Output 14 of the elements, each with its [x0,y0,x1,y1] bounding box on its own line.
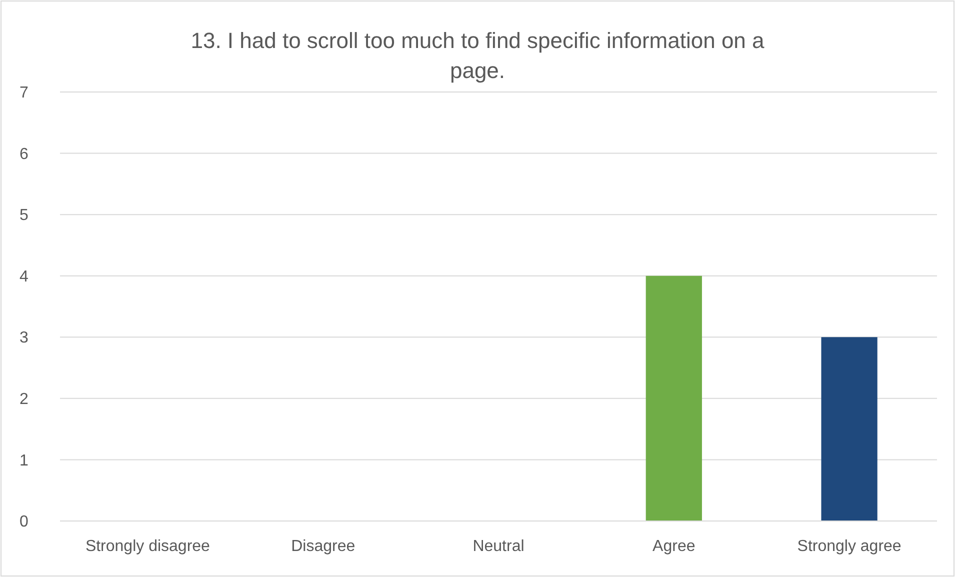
y-tick-label: 1 [20,452,29,470]
x-tick-label: Strongly disagree [85,538,210,555]
y-tick-label: 7 [20,84,29,102]
x-tick-label: Neutral [472,538,524,555]
x-tick-label: Disagree [291,538,356,555]
x-tick-label: Agree [652,538,696,555]
y-tick-label: 0 [20,514,29,531]
y-tick-label: 6 [20,146,29,163]
y-tick-label: 4 [20,268,29,286]
chart-title: 13. I had to scroll too much to find specific information on a page. [190,28,766,83]
y-tick-label: 2 [20,391,29,408]
y-tick-label: 5 [20,207,29,224]
x-tick-label: Strongly agree [797,538,902,555]
y-tick-label: 3 [20,330,29,347]
